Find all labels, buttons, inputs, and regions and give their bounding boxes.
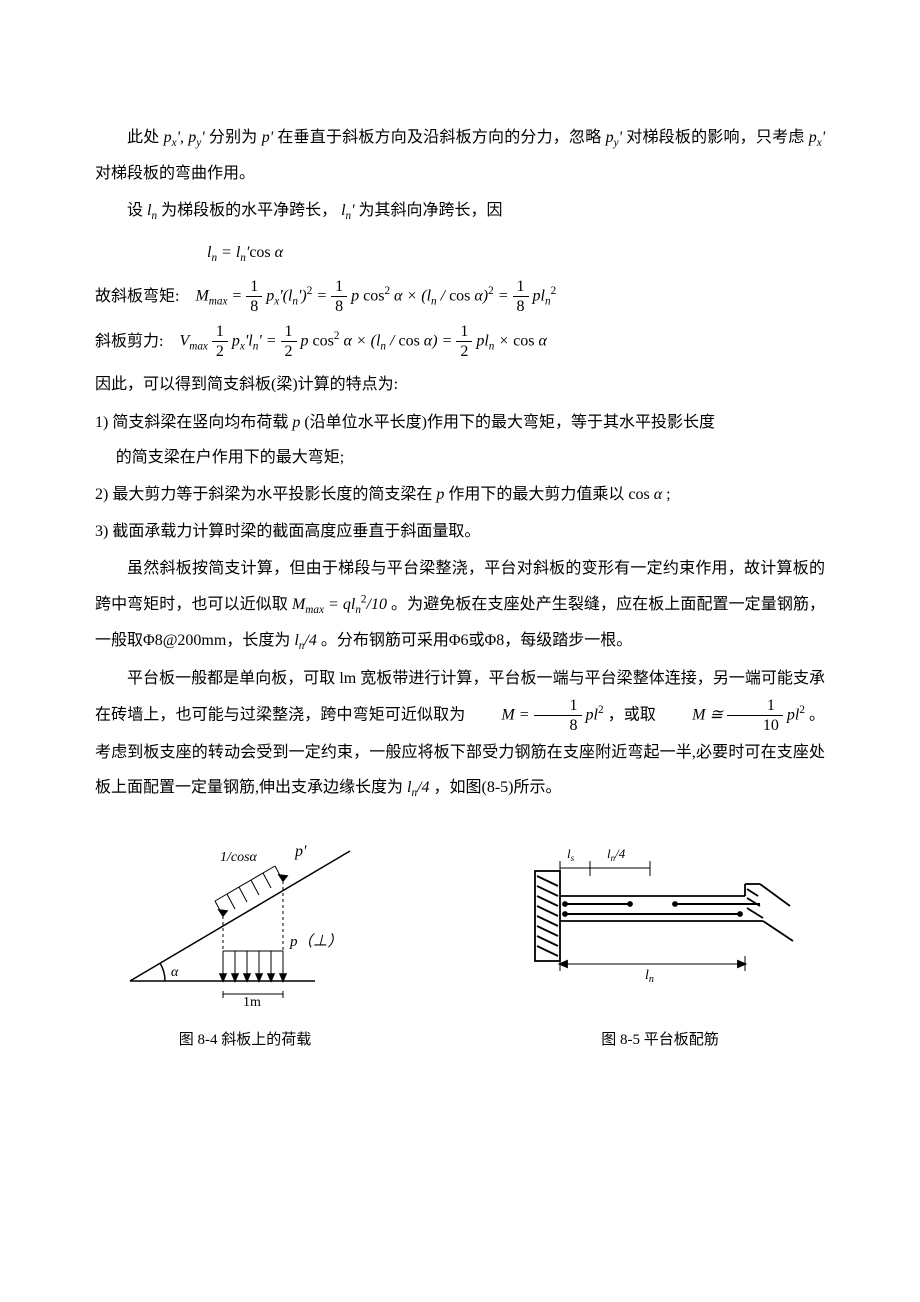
math-ln: ln [147,202,157,219]
math-cosa: cos α [628,486,662,503]
eq-ln-cosa: ln = ln'cos α [207,244,283,261]
text: 设 [127,202,143,219]
text: 2) 最大剪力等于斜梁为水平投影长度的简支梁在 [95,486,432,503]
paragraph-5: 平台板一般都是单向板，可取 lm 宽板带进行计算，平台板一端与平台梁整体连接，另… [95,661,825,807]
label-1cosa: 1/cosα [220,850,258,865]
math-px-prime: px', py' [164,129,205,146]
list-item-1: 1) 简支斜梁在竖向均布荷载 p (沿单位水平长度)作用下的最大弯矩，等于其水平… [95,405,825,475]
list-item-3: 3) 截面承载力计算时梁的截面高度应垂直于斜面量取。 [95,514,825,549]
text: ; [666,486,670,503]
fig84-svg: 1/cosα p' p（⊥） α 1m [115,826,375,1006]
eq-vmax-formula: Vmax 12 px'ln' = 12 p cos2 α × (ln / cos… [179,322,546,361]
list-item-2: 2) 最大剪力等于斜梁为水平投影长度的简支梁在 p 作用下的最大剪力值乘以 co… [95,477,825,512]
equation-vmax: 斜板剪力: Vmax 12 px'ln' = 12 p cos2 α × (ln… [95,322,825,361]
label-1m: 1m [243,995,261,1006]
fig85-caption: 图 8-5 平台板配筋 [601,1024,719,1057]
math-p-prime: p' [262,129,273,146]
label-p-vert: p（⊥） [289,933,343,950]
text: (沿单位水平长度)作用下的最大弯矩，等于其水平投影长度 [304,414,715,431]
text: 。分布钢筋可采用Φ6或Φ8，每级踏步一根。 [321,632,632,649]
label-p-prime: p' [294,843,307,860]
label-ln4: ln/4 [607,846,626,863]
text: 为梯段板的水平净跨长， [161,202,337,219]
equation-mmax: 故斜板弯矩: Mmax = 18 px'(ln')2 = 18 p cos2 α… [95,277,825,316]
paragraph-2: 设 ln 为梯段板的水平净跨长， ln' 为其斜向净跨长，因 [95,193,825,229]
equation-ln: ln = ln'cos α [95,235,825,271]
fig84-caption: 图 8-4 斜板上的荷载 [179,1024,312,1057]
text: 1) 简支斜梁在竖向均布荷载 [95,414,288,431]
paragraph-3: 因此，可以得到简支斜板(梁)计算的特点为: [95,367,825,402]
math-ln-prime: ln' [341,202,354,219]
math-mmax-approx: Mmax = qln2/10 [292,596,387,613]
eq-mmax-formula: Mmax = 18 px'(ln')2 = 18 p cos2 α × (ln … [195,277,556,316]
text: 为其斜向净跨长，因 [359,202,503,219]
text: 在垂直于斜板方向及沿斜板方向的分力，忽略 [277,129,601,146]
math-px-prime-2: px' [809,129,825,146]
text: 对梯段板的弯曲作用。 [95,165,255,182]
text: ，如图(8-5)所示。 [434,779,562,796]
math-p: p [292,414,304,431]
math-m-pl2-8: M = 18 pl2 [469,696,603,735]
text: 对梯段板的影响，只考虑 [626,129,804,146]
figures-row: 1/cosα p' p（⊥） α 1m 图 8-4 斜板上的荷载 [95,826,825,1057]
text: 作用下的最大剪力值乘以 [448,486,624,503]
label-alpha: α [171,965,179,980]
label-ls: ls [567,846,575,863]
paragraph-4: 虽然斜板按简支计算，但由于梯段与平台梁整浇，平台对斜板的变形有一定约束作用，故计… [95,551,825,658]
label-ln: ln [645,968,654,985]
paragraph-1: 此处 px', py' 分别为 p' 在垂直于斜板方向及沿斜板方向的分力，忽略 … [95,120,825,191]
figure-8-4: 1/cosα p' p（⊥） α 1m 图 8-4 斜板上的荷载 [115,826,375,1057]
text: 的简支梁在户作用下的最大弯矩; [95,440,825,475]
text: 此处 [127,129,159,146]
text: 分别为 [209,129,258,146]
eq-label-shear: 斜板剪力: [95,324,163,359]
math-p-2: p [436,486,448,503]
eq-label-moment: 故斜板弯矩: [95,279,179,314]
math-ln4: ln/4 [294,632,317,649]
math-m-pl2-10: M ≅ 110 pl2 [660,696,805,735]
figure-8-5: ls ln/4 ln 图 8-5 平台板配筋 [515,826,805,1057]
math-py-prime: py' [606,129,622,146]
math-ln4-2: ln/4 [407,779,430,796]
fig85-svg: ls ln/4 ln [515,826,805,1006]
text: ，或取 [608,706,656,723]
